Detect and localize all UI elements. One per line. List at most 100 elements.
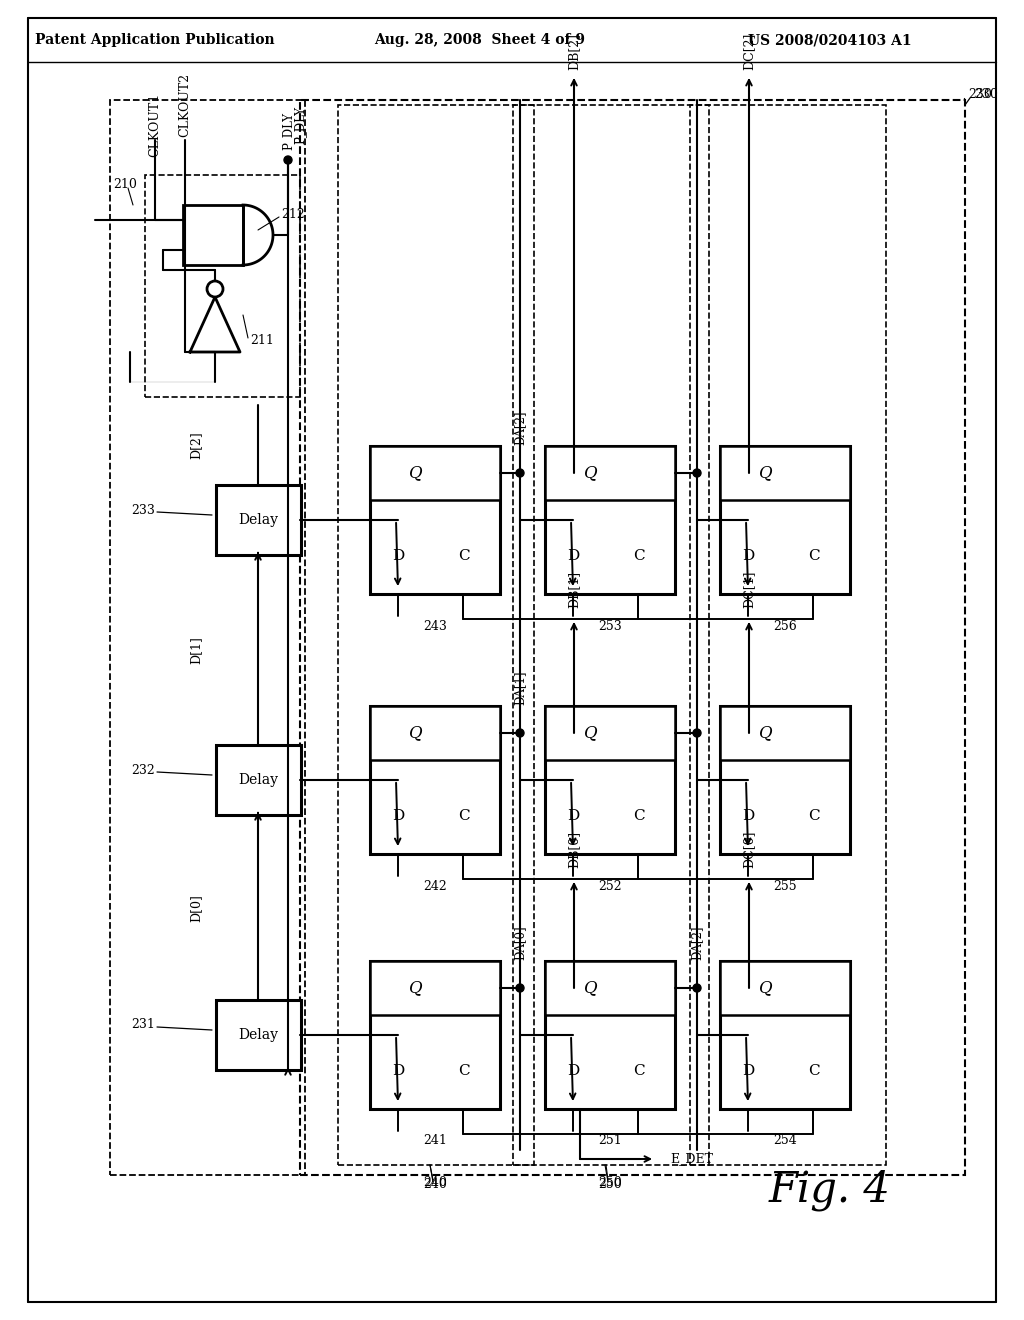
Bar [300, 100, 965, 1175]
Text: C: C [808, 1064, 819, 1077]
Text: P_DLY: P_DLY [282, 112, 295, 150]
Text: C: C [458, 549, 469, 562]
Bar [145, 176, 300, 397]
Bar [370, 706, 500, 760]
Bar [720, 446, 850, 500]
Bar [110, 100, 305, 1175]
Text: 232: 232 [131, 763, 155, 776]
Text: 255: 255 [773, 879, 797, 892]
Text: DB[2]: DB[2] [567, 33, 581, 70]
Bar [545, 446, 675, 594]
Text: D: D [567, 809, 580, 822]
Text: 240: 240 [423, 1179, 446, 1192]
Text: C: C [808, 549, 819, 562]
Text: Q: Q [759, 979, 772, 997]
Text: DA[2]: DA[2] [513, 411, 526, 445]
Text: C: C [458, 809, 469, 822]
Text: D: D [742, 549, 755, 562]
Bar [720, 446, 850, 594]
Text: Q: Q [584, 725, 597, 742]
Text: Delay: Delay [238, 513, 278, 527]
Bar [720, 961, 850, 1109]
Text: D: D [392, 809, 404, 822]
Text: Delay: Delay [238, 774, 278, 787]
Text: CLKOUT1: CLKOUT1 [148, 92, 162, 157]
Text: Q: Q [759, 725, 772, 742]
Text: Q: Q [759, 465, 772, 482]
Polygon shape [190, 297, 240, 352]
Bar [545, 961, 675, 1109]
Text: D[1]: D[1] [189, 636, 203, 664]
Text: Q: Q [584, 979, 597, 997]
Text: C: C [633, 1064, 644, 1077]
Bar [720, 706, 850, 760]
Text: Fig. 4: Fig. 4 [769, 1170, 891, 1210]
Bar [338, 106, 534, 1166]
Text: DA[2]: DA[2] [690, 925, 703, 960]
Text: 242: 242 [423, 879, 446, 892]
Text: D: D [742, 1064, 755, 1077]
Bar [370, 961, 500, 1109]
Bar [216, 1001, 301, 1071]
Text: 256: 256 [773, 619, 797, 632]
Text: C: C [458, 1064, 469, 1077]
Text: DC[0]: DC[0] [742, 830, 756, 867]
Text: D: D [567, 549, 580, 562]
Text: 250: 250 [598, 1179, 622, 1192]
Text: DB[0]: DB[0] [567, 830, 581, 867]
Bar [216, 744, 301, 814]
Text: D: D [567, 1064, 580, 1077]
Text: 251: 251 [598, 1134, 622, 1147]
Bar [370, 706, 500, 854]
Text: D: D [742, 809, 755, 822]
Text: 210: 210 [113, 178, 137, 191]
Text: Q: Q [409, 979, 422, 997]
Text: E_DET: E_DET [670, 1152, 713, 1166]
Text: Q: Q [584, 465, 597, 482]
Text: P_DLY: P_DLY [294, 106, 306, 144]
Text: 230: 230 [974, 88, 997, 102]
Text: DB[1]: DB[1] [567, 570, 581, 607]
Text: C: C [633, 549, 644, 562]
Text: 243: 243 [423, 619, 446, 632]
Bar [370, 446, 500, 594]
Bar [690, 106, 886, 1166]
Text: CLKOUT2: CLKOUT2 [178, 73, 191, 137]
Text: D: D [392, 549, 404, 562]
Text: 230: 230 [968, 88, 992, 102]
Text: 253: 253 [598, 619, 622, 632]
Text: 211: 211 [250, 334, 273, 346]
Bar [183, 205, 243, 265]
Bar [545, 706, 675, 760]
Text: DA[0]: DA[0] [513, 925, 526, 961]
Bar [720, 706, 850, 854]
Bar [545, 446, 675, 500]
Text: D: D [392, 1064, 404, 1077]
Bar [370, 961, 500, 1015]
Circle shape [516, 469, 524, 477]
Text: DC[2]: DC[2] [742, 33, 756, 70]
Bar [513, 106, 709, 1166]
Text: 250: 250 [598, 1176, 622, 1189]
Circle shape [516, 983, 524, 993]
Bar [216, 484, 301, 554]
Text: US 2008/0204103 A1: US 2008/0204103 A1 [749, 33, 911, 48]
Circle shape [693, 729, 701, 737]
Text: Q: Q [409, 465, 422, 482]
Text: Q: Q [409, 725, 422, 742]
Text: D[2]: D[2] [189, 432, 203, 459]
Bar [545, 706, 675, 854]
Text: DA[1]: DA[1] [513, 671, 526, 705]
Text: 233: 233 [131, 503, 155, 516]
Text: 231: 231 [131, 1019, 155, 1031]
Text: DC[1]: DC[1] [742, 570, 756, 607]
Bar [545, 961, 675, 1015]
Text: C: C [633, 809, 644, 822]
Text: 252: 252 [598, 879, 622, 892]
Text: Delay: Delay [238, 1028, 278, 1041]
Text: Aug. 28, 2008  Sheet 4 of 9: Aug. 28, 2008 Sheet 4 of 9 [375, 33, 586, 48]
Circle shape [693, 983, 701, 993]
Circle shape [693, 469, 701, 477]
Text: 254: 254 [773, 1134, 797, 1147]
Circle shape [516, 729, 524, 737]
